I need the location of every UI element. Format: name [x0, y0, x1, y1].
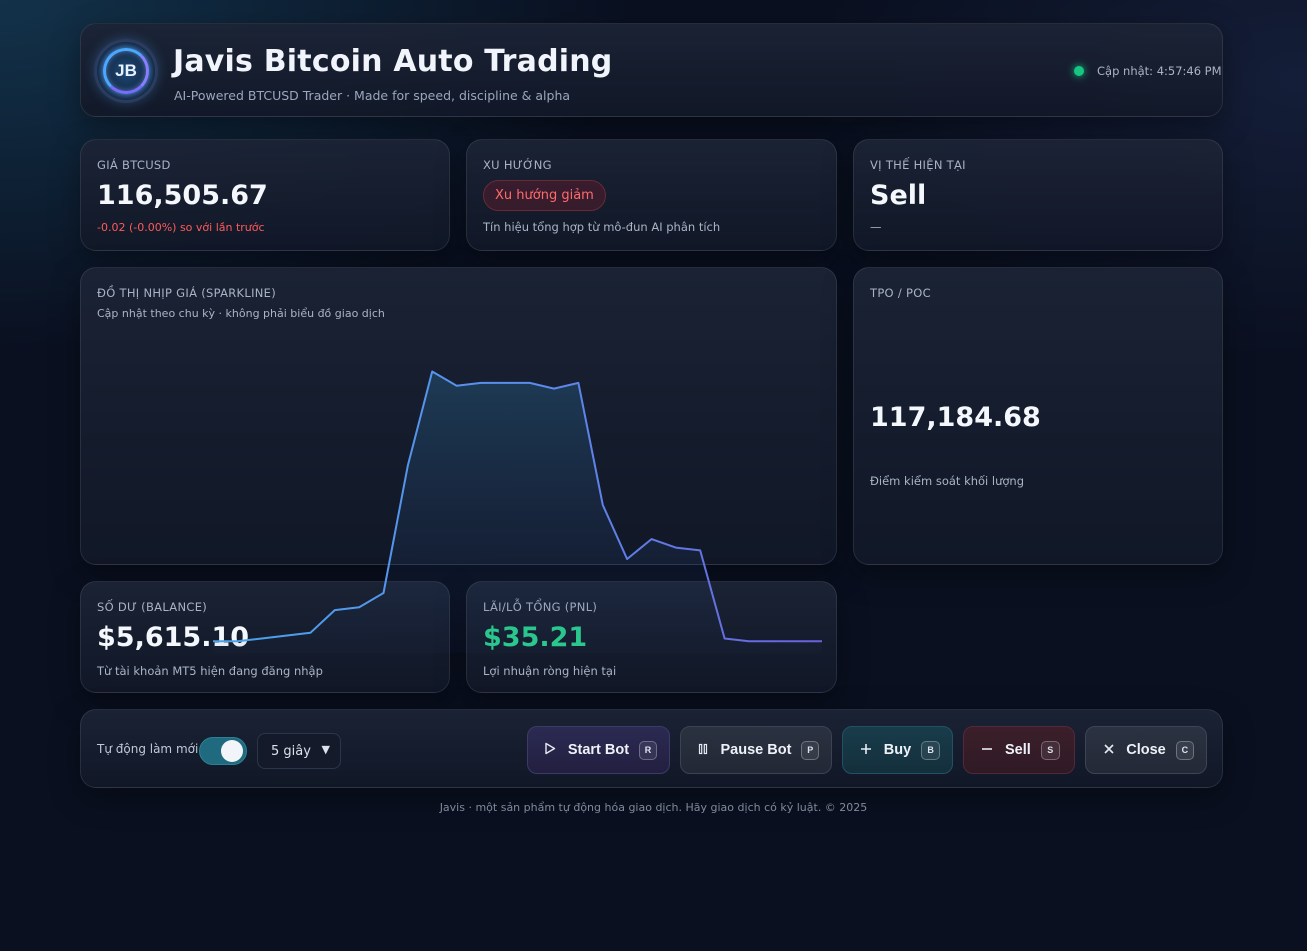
buy-label: Buy	[883, 742, 912, 758]
balance-card: SỐ DƯ (BALANCE) $5,615.10 Từ tài khoản M…	[80, 581, 450, 693]
tpo-note: Điểm kiểm soát khối lượng	[870, 474, 1025, 488]
chevron-down-icon: ▼	[321, 743, 330, 756]
sparkline-label: ĐỒ THỊ NHỊP GIÁ (SPARKLINE)	[97, 286, 277, 300]
balance-note: Từ tài khoản MT5 hiện đang đăng nhập	[97, 664, 323, 678]
start-bot-shortcut: R	[639, 740, 657, 760]
close-icon	[1100, 743, 1117, 758]
trend-badge: Xu hướng giảm	[483, 180, 606, 211]
pnl-card: LÃI/LỖ TỔNG (PNL) $35.21 Lợi nhuận ròng …	[466, 581, 837, 693]
buy-button[interactable]: Buy B	[842, 726, 953, 774]
pnl-note: Lợi nhuận ròng hiện tại	[483, 664, 617, 678]
logo-text: JB	[115, 61, 137, 80]
price-value: 116,505.67	[97, 180, 268, 211]
pnl-label: LÃI/LỖ TỔNG (PNL)	[483, 600, 598, 614]
logo-ring	[103, 48, 149, 94]
app-header: JB Javis Bitcoin Auto Trading AI-Powered…	[80, 23, 1223, 117]
pause-bot-button[interactable]: Pause Bot P	[680, 726, 832, 774]
start-bot-label: Start Bot	[567, 742, 630, 758]
balance-label: SỐ DƯ (BALANCE)	[97, 600, 208, 614]
status-dot-icon	[1074, 66, 1084, 76]
tpo-label: TPO / POC	[870, 286, 931, 300]
sell-shortcut: S	[1040, 740, 1060, 760]
refresh-interval-select[interactable]: 5 giây ▼	[257, 733, 341, 769]
interval-value: 5 giây	[271, 744, 311, 759]
buy-shortcut: B	[921, 740, 940, 760]
app-title: Javis Bitcoin Auto Trading	[173, 44, 613, 79]
toggle-knob	[221, 740, 243, 762]
close-shortcut: C	[1175, 740, 1194, 760]
price-card: GIÁ BTCUSD 116,505.67 -0.02 (-0.00%) so …	[80, 139, 450, 251]
sparkline-note: Cập nhật theo chu kỳ · không phải biểu đ…	[97, 307, 385, 320]
trend-label: XU HƯỚNG	[483, 158, 552, 172]
trend-note: Tín hiệu tổng hợp từ mô-đun AI phân tích	[483, 220, 721, 234]
price-label: GIÁ BTCUSD	[97, 158, 171, 172]
controls-bar: Tự động làm mới 5 giây ▼ Start Bot R Pau…	[80, 709, 1223, 788]
last-update-label: Cập nhật: 4:57:46 PM	[1097, 64, 1222, 78]
balance-value: $5,615.10	[97, 622, 250, 653]
plus-icon	[857, 743, 875, 758]
auto-refresh-label: Tự động làm mới	[97, 742, 199, 756]
pause-bot-shortcut: P	[801, 740, 819, 760]
pnl-value: $35.21	[483, 622, 588, 653]
tpo-value: 117,184.68	[870, 402, 1041, 433]
start-bot-button[interactable]: Start Bot R	[527, 726, 670, 774]
tpo-card: TPO / POC 117,184.68 Điểm kiểm soát khối…	[853, 267, 1223, 565]
position-card: VỊ THẾ HIỆN TẠI Sell —	[853, 139, 1223, 251]
position-note: —	[870, 220, 882, 234]
price-change: -0.02 (-0.00%) so với lần trước	[97, 221, 265, 234]
app-subtitle: AI-Powered BTCUSD Trader · Made for spee…	[174, 88, 571, 103]
close-label: Close	[1126, 742, 1166, 758]
sell-label: Sell	[1005, 742, 1031, 758]
minus-icon	[978, 743, 996, 758]
close-position-button[interactable]: Close C	[1085, 726, 1207, 774]
position-value: Sell	[870, 180, 927, 211]
trend-card: XU HƯỚNG Xu hướng giảm Tín hiệu tổng hợp…	[466, 139, 837, 251]
position-label: VỊ THẾ HIỆN TẠI	[870, 158, 966, 172]
app-logo: JB	[97, 42, 155, 100]
pause-bot-label: Pause Bot	[720, 742, 792, 758]
play-icon	[542, 742, 559, 758]
pause-icon	[695, 743, 712, 758]
sparkline-card: ĐỒ THỊ NHỊP GIÁ (SPARKLINE) Cập nhật the…	[80, 267, 837, 565]
auto-refresh-toggle[interactable]	[199, 737, 247, 765]
sell-button[interactable]: Sell S	[963, 726, 1075, 774]
footer-text: Javis · một sản phẩm tự động hóa giao dị…	[439, 801, 868, 814]
